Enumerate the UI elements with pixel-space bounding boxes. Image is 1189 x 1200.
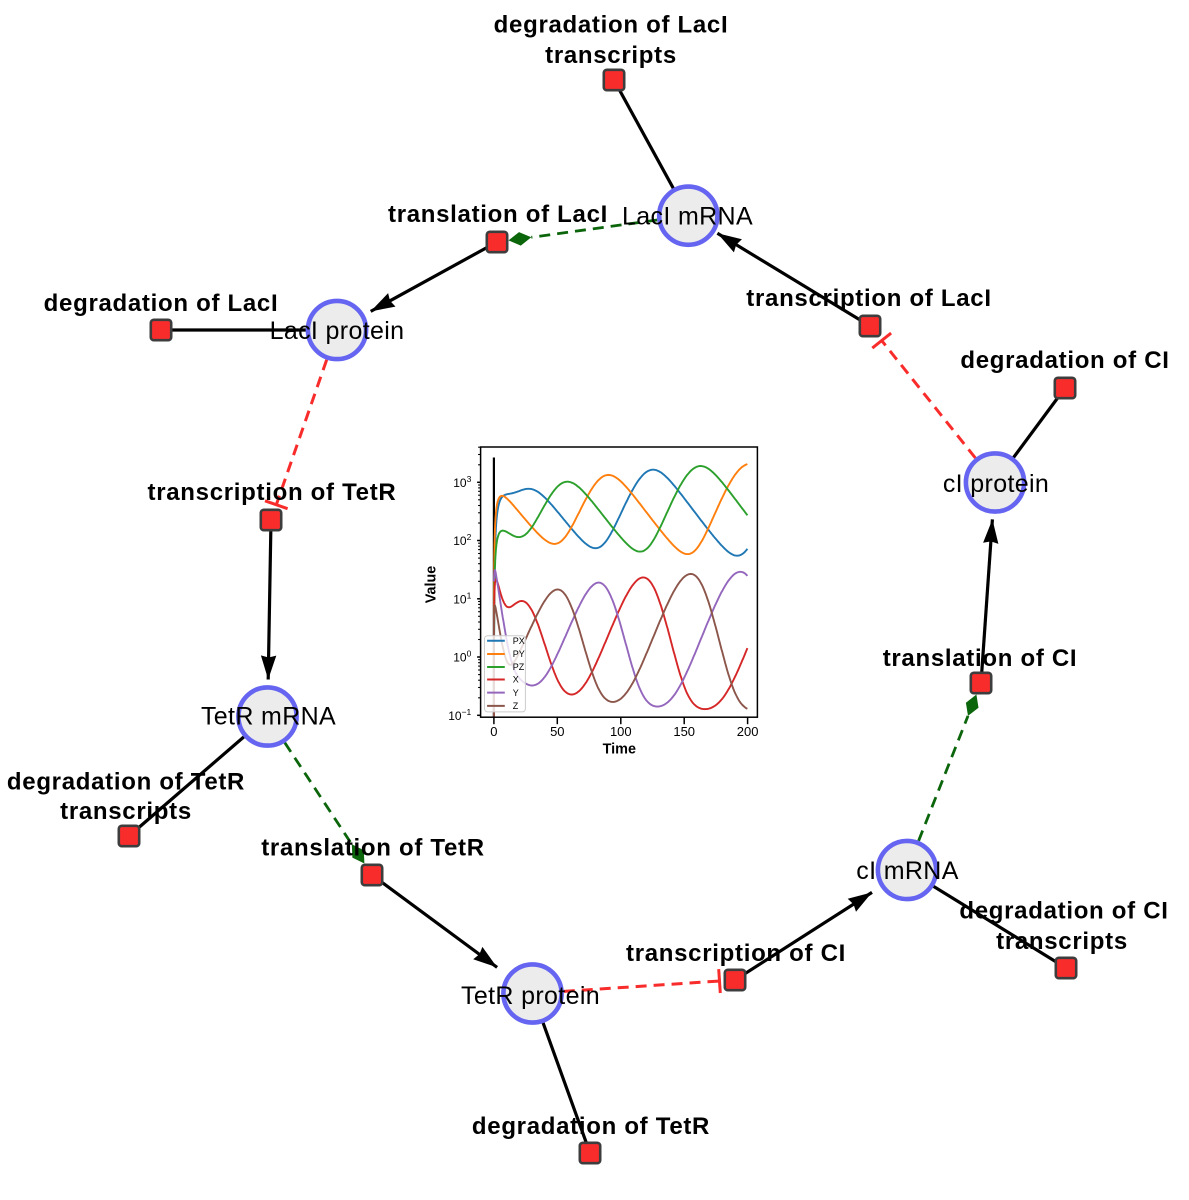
svg-text:translation of LacI: translation of LacI [388,201,608,228]
svg-text:transcripts: transcripts [545,42,677,69]
svg-text:Y: Y [513,688,519,698]
svg-text:Z: Z [513,701,519,711]
svg-text:translation of TetR: translation of TetR [261,834,485,861]
svg-text:cI mRNA: cI mRNA [856,857,958,885]
svg-text:TetR protein: TetR protein [461,982,600,1010]
svg-text:degradation of TetR: degradation of TetR [472,1113,710,1140]
svg-text:50: 50 [550,724,564,739]
svg-text:103: 103 [453,474,471,490]
svg-text:150: 150 [673,724,695,739]
svg-text:transcription of LacI: transcription of LacI [746,285,991,312]
svg-text:degradation of LacI: degradation of LacI [44,290,279,317]
svg-text:degradation of CI: degradation of CI [959,897,1168,924]
svg-text:PZ: PZ [513,662,525,672]
svg-text:degradation of LacI: degradation of LacI [494,11,729,38]
svg-text:LacI mRNA: LacI mRNA [622,203,753,231]
svg-text:TetR mRNA: TetR mRNA [201,703,336,731]
svg-text:PX: PX [513,636,525,646]
svg-text:transcription of TetR: transcription of TetR [148,479,397,506]
svg-text:degradation of CI: degradation of CI [960,347,1169,374]
svg-text:200: 200 [737,724,759,739]
svg-text:100: 100 [610,724,632,739]
svg-text:X: X [513,675,519,685]
svg-text:transcription of CI: transcription of CI [626,940,846,967]
svg-text:0: 0 [490,724,497,739]
svg-text:LacI protein: LacI protein [270,317,405,345]
svg-text:Time: Time [603,742,636,758]
svg-text:degradation of TetR: degradation of TetR [7,768,245,795]
svg-text:transcripts: transcripts [996,928,1128,955]
svg-text:PY: PY [513,649,525,659]
svg-text:10−1: 10−1 [448,707,471,723]
svg-text:102: 102 [453,532,471,548]
svg-text:101: 101 [453,590,471,606]
svg-text:transcripts: transcripts [60,798,192,825]
svg-text:Value: Value [424,566,440,604]
svg-text:cI protein: cI protein [943,470,1049,498]
svg-text:translation of CI: translation of CI [883,645,1078,672]
svg-text:100: 100 [453,649,471,665]
